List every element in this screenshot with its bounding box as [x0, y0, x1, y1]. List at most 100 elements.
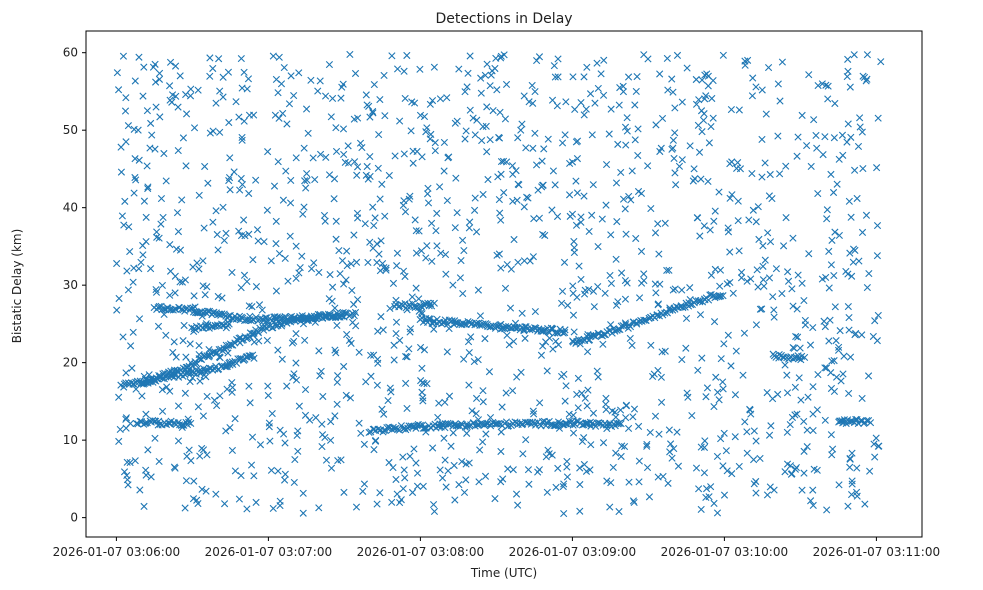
detection-marker: [672, 181, 680, 189]
detection-marker: [801, 321, 809, 329]
detection-marker: [625, 192, 633, 201]
detection-marker: [674, 462, 683, 470]
detection-marker: [634, 151, 642, 160]
detection-marker: [362, 378, 370, 386]
detection-marker: [419, 482, 427, 490]
detection-marker: [376, 195, 384, 203]
detection-marker: [831, 228, 839, 236]
detection-marker: [830, 134, 838, 142]
detection-marker: [451, 496, 459, 504]
detection-marker: [464, 69, 472, 77]
detection-marker: [502, 80, 511, 89]
detection-marker: [171, 62, 180, 70]
detection-marker: [756, 454, 764, 462]
detection-marker: [451, 119, 459, 127]
detection-marker: [632, 87, 640, 96]
detection-marker: [408, 488, 417, 497]
detection-marker: [415, 295, 423, 303]
detection-marker: [782, 162, 790, 170]
detection-marker: [535, 214, 544, 222]
detection-marker: [374, 164, 382, 172]
detection-marker: [577, 275, 585, 284]
detection-marker: [375, 250, 383, 258]
detection-marker: [471, 422, 479, 430]
detection-marker: [749, 206, 757, 214]
detection-marker: [216, 87, 224, 95]
y-tick-label: 30: [63, 278, 78, 292]
detection-marker: [791, 383, 799, 391]
detection-marker: [532, 161, 541, 169]
detection-marker: [284, 277, 292, 285]
detection-marker: [852, 329, 860, 338]
detection-marker: [231, 415, 239, 423]
detection-marker: [122, 414, 130, 422]
detection-marker: [222, 427, 230, 435]
detection-marker: [369, 109, 377, 117]
detection-marker: [332, 235, 340, 243]
detection-marker: [731, 433, 739, 441]
detection-marker: [606, 271, 614, 280]
detection-marker: [678, 286, 686, 294]
detection-marker: [187, 457, 195, 465]
detection-marker: [238, 133, 246, 142]
detection-marker: [707, 123, 715, 131]
detection-marker: [612, 255, 620, 263]
detection-marker: [673, 428, 681, 436]
detection-marker: [740, 329, 749, 337]
detection-marker: [391, 152, 399, 160]
detection-marker: [475, 478, 483, 486]
detection-marker: [272, 240, 280, 248]
detection-marker: [858, 331, 866, 339]
detection-marker: [862, 211, 871, 219]
detection-marker: [781, 361, 789, 369]
detection-marker: [692, 75, 700, 84]
detection-marker: [247, 461, 256, 469]
detection-marker: [739, 371, 747, 379]
detection-marker: [614, 298, 622, 306]
detection-marker: [752, 489, 760, 497]
detection-marker: [347, 260, 355, 268]
detection-marker: [832, 337, 840, 345]
detection-marker: [423, 242, 431, 250]
detection-marker: [701, 437, 709, 445]
detection-marker: [240, 117, 248, 125]
detection-marker: [443, 196, 451, 205]
detection-marker: [374, 359, 382, 367]
detection-marker: [443, 348, 451, 356]
detection-marker: [365, 428, 373, 437]
detection-marker: [413, 482, 422, 490]
detection-marker: [748, 169, 756, 178]
detection-marker: [399, 485, 407, 493]
detection-marker: [393, 249, 402, 257]
detection-marker: [483, 60, 491, 68]
detection-marker: [793, 305, 801, 313]
detection-marker: [302, 105, 311, 113]
detection-marker: [399, 201, 407, 209]
detection-marker: [151, 145, 159, 153]
detection-marker: [622, 141, 630, 149]
detection-marker: [599, 340, 607, 348]
detection-marker: [853, 464, 861, 472]
detection-marker: [223, 385, 231, 393]
detection-marker: [848, 477, 856, 485]
detection-marker: [513, 196, 521, 204]
detection-marker: [155, 371, 163, 380]
detection-marker: [195, 265, 203, 273]
detection-marker: [170, 338, 178, 346]
detection-marker: [809, 410, 817, 418]
detection-marker: [845, 197, 853, 205]
detection-marker: [783, 389, 792, 397]
detection-marker: [651, 412, 660, 420]
detection-marker: [452, 318, 460, 327]
detection-marker: [364, 175, 372, 183]
detection-marker: [202, 487, 210, 495]
detection-marker: [174, 437, 183, 445]
detection-marker: [147, 265, 155, 273]
detection-marker: [729, 289, 737, 297]
detection-marker: [823, 215, 831, 223]
detection-marker: [728, 470, 736, 478]
detection-marker: [237, 174, 245, 183]
detection-marker: [220, 236, 228, 245]
detection-marker: [848, 480, 856, 488]
detection-marker: [443, 94, 451, 102]
